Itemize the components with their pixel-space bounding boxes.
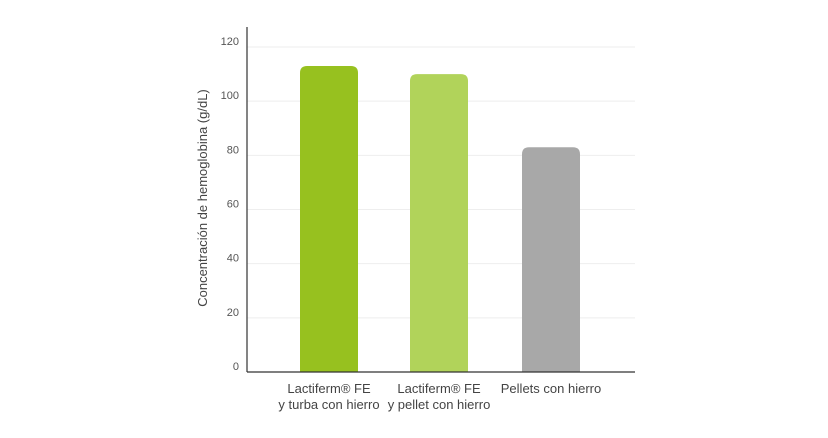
x-category-label-3: Pellets con hierro xyxy=(501,381,601,396)
y-tick-label: 0 xyxy=(233,361,239,373)
bar-3 xyxy=(522,147,580,372)
y-tick-label: 60 xyxy=(227,199,239,211)
x-category-label-line: y pellet con hierro xyxy=(388,397,491,412)
x-category-label-line: Lactiferm® FE xyxy=(287,381,371,396)
x-category-label-line: y turba con hierro xyxy=(278,397,379,412)
y-axis-title: Concentración de hemoglobina (g/dL) xyxy=(195,89,210,307)
bar-1 xyxy=(300,65,358,372)
y-tick-label: 20 xyxy=(227,307,239,319)
y-tick-label: 40 xyxy=(227,253,239,265)
x-category-label-2: Lactiferm® FE y pellet con hierro xyxy=(388,381,491,412)
y-tick-label: 120 xyxy=(221,36,239,48)
y-tick-labels: 0 20 40 60 80 100 120 xyxy=(221,36,239,373)
x-category-label-1: Lactiferm® FE y turba con hierro xyxy=(278,381,379,412)
bars xyxy=(300,65,580,372)
y-tick-label: 100 xyxy=(221,90,239,102)
y-tick-label: 80 xyxy=(227,144,239,156)
x-category-labels: Lactiferm® FE y turba con hierroLactiferm… xyxy=(278,381,601,412)
bar-2 xyxy=(410,74,468,372)
x-category-label-line: Pellets con hierro xyxy=(501,381,601,396)
x-category-label-line: Lactiferm® FE xyxy=(397,381,481,396)
